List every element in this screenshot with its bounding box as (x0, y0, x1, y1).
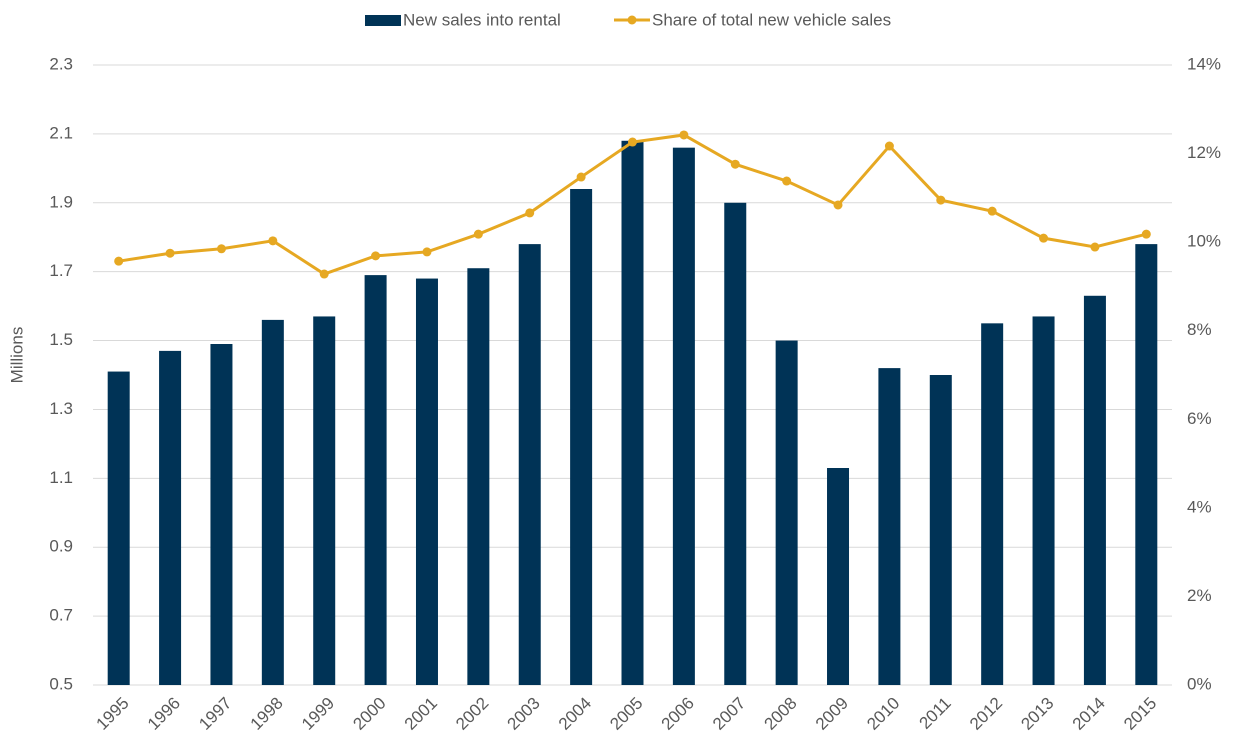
x-tick-label: 2007 (709, 694, 749, 734)
y2-tick-label: 8% (1187, 320, 1212, 339)
line-marker (1090, 242, 1100, 252)
line-marker (884, 141, 894, 151)
y2-tick-label: 4% (1187, 497, 1212, 516)
x-tick-label: 2005 (606, 694, 646, 734)
bar (159, 350, 182, 685)
x-tick-label: 1998 (247, 694, 287, 734)
line-marker (473, 229, 483, 239)
y-tick-label: 2.3 (49, 54, 73, 73)
y-tick-label: 1.5 (49, 330, 73, 349)
line-marker (1039, 233, 1049, 243)
y2-tick-label: 12% (1187, 143, 1221, 162)
x-tick-label: 2003 (504, 694, 544, 734)
y-tick-label: 1.1 (49, 468, 73, 487)
legend-swatch (627, 15, 637, 25)
y-tick-label: 2.1 (49, 123, 73, 142)
bar (415, 278, 438, 685)
line-marker (679, 130, 689, 140)
x-tick-label: 1995 (93, 694, 133, 734)
line-marker (987, 206, 997, 216)
y2-tick-label: 0% (1187, 674, 1212, 693)
bar (621, 140, 644, 685)
bar (313, 316, 336, 685)
bar (981, 323, 1004, 685)
bar (261, 319, 284, 685)
x-tick-label: 2015 (1120, 694, 1160, 734)
line-marker (268, 236, 278, 246)
legend-label: Share of total new vehicle sales (652, 10, 891, 29)
line-marker (936, 195, 946, 205)
x-tick-label: 2000 (349, 694, 389, 734)
bar (724, 202, 747, 685)
y2-tick-label: 6% (1187, 409, 1212, 428)
x-tick-label: 1997 (195, 694, 235, 734)
x-tick-label: 1999 (298, 694, 338, 734)
line-marker (525, 208, 535, 218)
bar (672, 147, 695, 685)
line-marker (730, 159, 740, 169)
line-marker (1141, 229, 1151, 239)
line-marker (165, 248, 175, 258)
line-marker (628, 137, 637, 147)
line-marker (216, 244, 226, 254)
bar (827, 468, 850, 685)
y2-tick-label: 10% (1187, 232, 1221, 251)
x-tick-label: 2013 (1017, 694, 1057, 734)
x-tick-label: 2014 (1069, 694, 1109, 734)
x-tick-label: 2010 (863, 694, 903, 734)
bar (1083, 295, 1106, 685)
bar (467, 268, 490, 685)
bar (107, 371, 130, 685)
y2-tick-label: 14% (1187, 54, 1221, 73)
line-marker (576, 172, 586, 182)
line-marker (371, 251, 381, 261)
y-tick-label: 0.9 (49, 537, 73, 556)
line-marker (833, 200, 843, 210)
bar (210, 344, 233, 685)
y-tick-label: 1.3 (49, 399, 73, 418)
x-tick-label: 1996 (144, 694, 184, 734)
x-tick-label: 2002 (452, 694, 492, 734)
bar (570, 189, 593, 685)
x-tick-label: 2001 (401, 694, 441, 734)
bar (1135, 244, 1158, 685)
y-tick-label: 0.7 (49, 606, 73, 625)
legend-swatch (365, 15, 401, 26)
legend-label: New sales into rental (403, 10, 561, 29)
bar (878, 368, 901, 685)
x-tick-label: 2011 (915, 694, 954, 733)
y-axis-label: Millions (7, 327, 26, 384)
y-tick-label: 1.7 (49, 261, 73, 280)
x-tick-label: 2008 (760, 694, 800, 734)
y-tick-label: 1.9 (49, 192, 73, 211)
x-tick-label: 2009 (812, 694, 852, 734)
y2-tick-label: 2% (1187, 586, 1212, 605)
y-tick-label: 0.5 (49, 674, 73, 693)
bar (929, 375, 952, 685)
line-marker (114, 256, 124, 266)
line-marker (782, 176, 792, 186)
bar (518, 244, 541, 685)
x-tick-label: 2004 (555, 694, 595, 734)
x-tick-label: 2012 (966, 694, 1006, 734)
line-marker (319, 269, 329, 279)
bar (1032, 316, 1055, 685)
bar (775, 340, 798, 685)
bar (364, 275, 387, 685)
line-marker (422, 247, 432, 257)
x-tick-label: 2006 (658, 694, 698, 734)
